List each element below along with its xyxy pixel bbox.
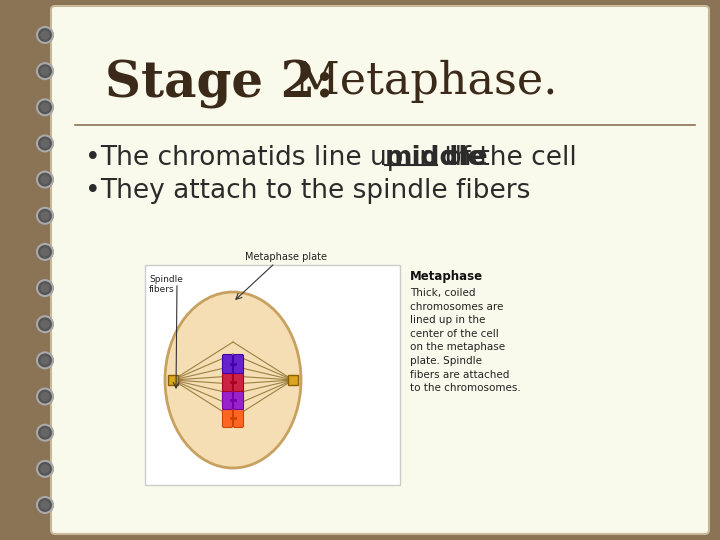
FancyBboxPatch shape bbox=[145, 265, 400, 485]
Circle shape bbox=[41, 67, 49, 75]
Circle shape bbox=[41, 284, 49, 292]
Circle shape bbox=[37, 99, 53, 116]
FancyBboxPatch shape bbox=[222, 390, 233, 409]
Circle shape bbox=[41, 212, 49, 220]
Circle shape bbox=[37, 208, 53, 224]
Circle shape bbox=[41, 501, 49, 509]
Text: Metaphase: Metaphase bbox=[410, 270, 483, 283]
Circle shape bbox=[37, 316, 53, 332]
Circle shape bbox=[37, 461, 53, 477]
FancyBboxPatch shape bbox=[233, 408, 243, 428]
FancyBboxPatch shape bbox=[51, 6, 709, 534]
Circle shape bbox=[37, 389, 53, 404]
FancyBboxPatch shape bbox=[233, 390, 243, 409]
Text: Metaphase.: Metaphase. bbox=[280, 60, 557, 103]
FancyBboxPatch shape bbox=[233, 373, 243, 392]
Circle shape bbox=[37, 424, 53, 441]
Text: Spindle
fibers: Spindle fibers bbox=[149, 275, 183, 294]
FancyBboxPatch shape bbox=[222, 354, 233, 374]
Circle shape bbox=[41, 31, 49, 39]
Text: Metaphase plate: Metaphase plate bbox=[245, 252, 327, 262]
Ellipse shape bbox=[165, 292, 301, 468]
Text: •: • bbox=[85, 145, 101, 171]
Circle shape bbox=[41, 176, 49, 184]
FancyBboxPatch shape bbox=[222, 408, 233, 428]
Circle shape bbox=[37, 136, 53, 151]
Circle shape bbox=[41, 465, 49, 473]
Text: They attach to the spindle fibers: They attach to the spindle fibers bbox=[100, 178, 531, 204]
Circle shape bbox=[41, 139, 49, 147]
Circle shape bbox=[41, 356, 49, 365]
Circle shape bbox=[37, 280, 53, 296]
Text: Stage 2:: Stage 2: bbox=[105, 60, 334, 109]
Circle shape bbox=[37, 353, 53, 368]
Circle shape bbox=[37, 172, 53, 187]
Text: The chromatids line up in the: The chromatids line up in the bbox=[100, 145, 496, 171]
Circle shape bbox=[41, 103, 49, 111]
Circle shape bbox=[37, 27, 53, 43]
FancyBboxPatch shape bbox=[233, 354, 243, 374]
Text: •: • bbox=[85, 178, 101, 204]
Circle shape bbox=[37, 244, 53, 260]
Circle shape bbox=[41, 429, 49, 437]
Text: middle: middle bbox=[385, 145, 487, 171]
Text: Thick, coiled
chromosomes are
lined up in the
center of the cell
on the metaphas: Thick, coiled chromosomes are lined up i… bbox=[410, 288, 521, 393]
Circle shape bbox=[37, 63, 53, 79]
FancyBboxPatch shape bbox=[168, 375, 178, 385]
FancyBboxPatch shape bbox=[288, 375, 298, 385]
FancyBboxPatch shape bbox=[222, 373, 233, 392]
Circle shape bbox=[41, 393, 49, 401]
Text: of the cell: of the cell bbox=[437, 145, 577, 171]
Circle shape bbox=[37, 497, 53, 513]
Circle shape bbox=[41, 320, 49, 328]
Circle shape bbox=[41, 248, 49, 256]
